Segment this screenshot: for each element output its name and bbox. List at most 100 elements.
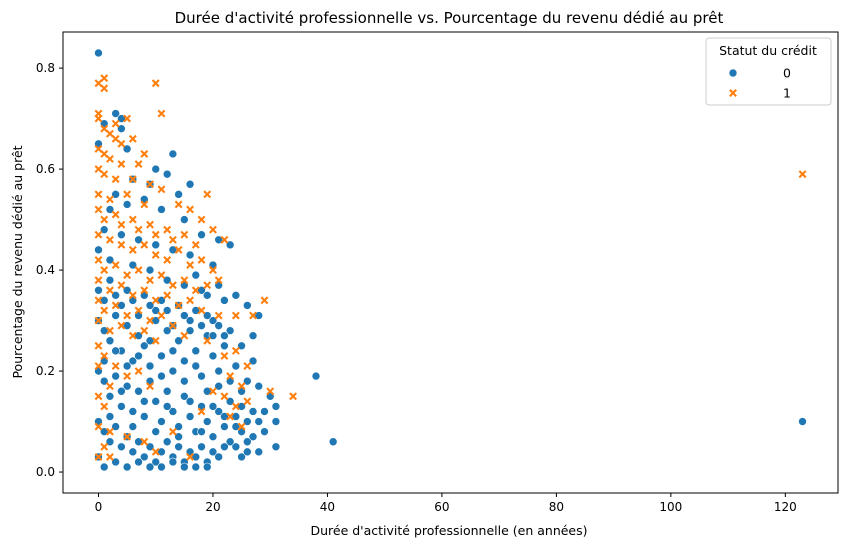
data-point-s0-128 (151, 457, 161, 467)
data-point-s1-89 (134, 306, 143, 315)
data-point-s1-22 (111, 175, 120, 184)
data-point-s0-74 (168, 366, 178, 376)
data-point-s1-34 (209, 225, 217, 234)
data-point-s0-54 (328, 437, 338, 447)
data-point-s0-22 (225, 240, 235, 250)
data-point-s0-181 (168, 346, 178, 356)
data-point-s1-33 (197, 215, 206, 224)
data-point-s0-139 (214, 452, 223, 462)
y-axis: 0.0 0.2 0.4 0.6 0.8 (36, 61, 63, 479)
legend: Statut du crédit 0 1 (705, 37, 832, 106)
data-point-s0-171 (202, 311, 212, 320)
data-point-s1-69 (191, 286, 200, 295)
data-point-s0-185 (214, 381, 223, 391)
data-point-s1-42 (146, 220, 154, 229)
data-point-s1-27 (105, 195, 114, 204)
data-point-s0-104 (168, 407, 178, 416)
data-point-s1-50 (117, 240, 126, 249)
data-point-s0-155 (111, 291, 120, 300)
data-point-s1-113 (111, 362, 120, 370)
data-point-s1-59 (214, 276, 223, 285)
data-point-s1-132 (209, 387, 217, 396)
data-point-s0-46 (225, 326, 235, 335)
data-point-s0-15 (105, 205, 115, 214)
data-point-s1-108 (243, 397, 252, 406)
data-point-s0-140 (220, 442, 229, 452)
x-tick-label: 0 (95, 500, 103, 514)
data-point-s1-31 (203, 190, 212, 199)
data-point-s1-40 (128, 215, 137, 224)
data-point-s0-145 (134, 457, 143, 467)
data-point-s0-113 (220, 422, 229, 431)
data-point-s0-72 (157, 351, 166, 361)
data-point-s0-55 (260, 407, 269, 416)
data-point-s0-43 (197, 285, 206, 295)
data-point-s0-82 (214, 366, 223, 376)
chart-title: Durée d'activité professionnelle vs. Pou… (175, 9, 724, 27)
data-point-s1-77 (163, 291, 172, 300)
data-point-s1-57 (197, 256, 206, 264)
data-point-s1-52 (140, 240, 149, 249)
data-point-s0-4 (117, 114, 126, 123)
data-point-s0-174 (220, 331, 229, 341)
data-point-s1-127 (140, 437, 149, 446)
data-point-s1-24 (146, 180, 154, 189)
data-point-s0-24 (117, 230, 126, 240)
data-point-s1-129 (168, 427, 177, 436)
data-point-s1-110 (237, 422, 246, 431)
data-point-s1-74 (128, 291, 137, 300)
data-point-s0-69 (139, 341, 149, 351)
data-point-s1-56 (186, 261, 195, 269)
data-point-s1-30 (174, 200, 183, 209)
data-point-s0-83 (220, 341, 229, 351)
data-point-s0-47 (237, 341, 246, 351)
data-point-s1-13 (117, 139, 126, 148)
data-point-s0-60 (798, 417, 807, 426)
data-point-s1-14 (94, 144, 103, 153)
data-point-s1-106 (220, 392, 229, 401)
data-point-s0-144 (122, 462, 132, 472)
data-point-s1-44 (163, 225, 172, 234)
data-point-s1-117 (94, 362, 103, 370)
data-point-s0-25 (134, 235, 143, 245)
data-point-s0-199 (220, 412, 229, 421)
data-point-s0-93 (105, 392, 115, 401)
data-point-s1-8 (100, 124, 109, 133)
data-point-s0-121 (111, 422, 120, 431)
data-point-s1-17 (140, 149, 149, 158)
data-point-s1-6 (123, 114, 132, 123)
data-point-s1-99 (180, 331, 189, 340)
data-point-s1-23 (128, 175, 137, 184)
data-point-s1-102 (231, 346, 240, 355)
data-point-s1-0 (94, 79, 103, 88)
data-point-s0-71 (151, 306, 161, 315)
data-point-s0-125 (134, 437, 143, 447)
data-point-s1-121 (94, 422, 103, 431)
data-point-s0-149 (180, 462, 189, 472)
data-point-s1-20 (94, 165, 103, 174)
data-point-s0-168 (185, 326, 195, 335)
data-point-s0-57 (231, 442, 241, 452)
data-point-s0-18 (157, 205, 166, 214)
data-point-s0-85 (231, 361, 241, 371)
data-point-s0-172 (208, 331, 218, 341)
data-point-s1-32 (186, 205, 195, 214)
data-point-s0-89 (260, 427, 269, 436)
data-point-s0-173 (214, 321, 223, 330)
data-point-s0-14 (174, 190, 183, 199)
data-point-s0-41 (162, 275, 172, 285)
data-point-s0-130 (162, 437, 172, 447)
data-point-s0-70 (145, 361, 155, 371)
data-point-s0-32 (202, 291, 212, 300)
data-point-s1-130 (186, 452, 195, 461)
data-point-s0-16 (122, 200, 132, 209)
data-point-s1-103 (243, 362, 252, 370)
data-point-s1-70 (203, 281, 212, 290)
data-point-s1-120 (100, 402, 109, 411)
data-point-s1-15 (100, 149, 109, 158)
data-point-s1-111 (94, 341, 103, 350)
data-point-s1-63 (123, 271, 132, 280)
data-point-s1-119 (94, 392, 103, 401)
data-point-s0-127 (145, 442, 155, 452)
data-point-s1-124 (94, 452, 103, 461)
